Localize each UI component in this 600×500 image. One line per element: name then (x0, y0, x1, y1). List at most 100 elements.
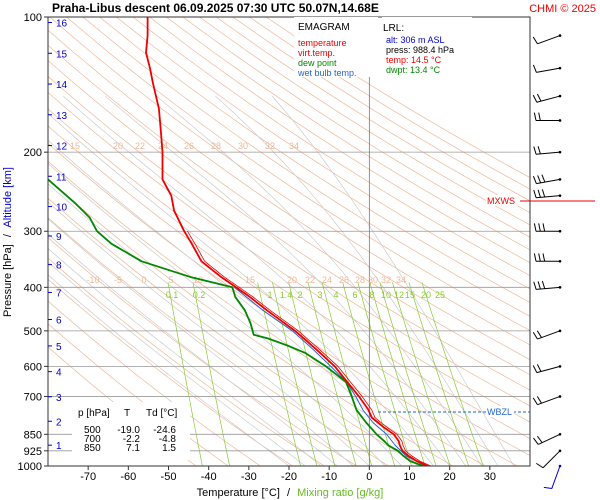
altitude-tick-label: 16 (56, 19, 68, 30)
wind-barb (541, 174, 546, 183)
mixing-ratio-line (392, 282, 451, 466)
altitude-tick-label: 13 (56, 111, 68, 122)
wind-barb (537, 189, 541, 198)
moist-adiabat-line (48, 247, 322, 466)
dry-adiabat-label: -10 (86, 275, 99, 285)
dry-adiabat-label: 24 (322, 275, 332, 285)
wind-barb (558, 94, 562, 98)
wind-barb (533, 437, 539, 445)
legend-item-temperature: temperature (298, 38, 347, 48)
dry-adiabat-label: 15 (70, 141, 80, 151)
level-table-box (72, 402, 190, 460)
wind-barb (558, 119, 562, 122)
table-cell-td-500: -24.6 (153, 425, 176, 436)
altitude-tick-label: 10 (56, 203, 68, 214)
y-tick-label: 300 (24, 226, 42, 238)
wind-barb (558, 66, 562, 70)
wind-barb (543, 486, 552, 490)
dry-adiabat-label: 30 (238, 141, 248, 151)
wind-barb (532, 365, 538, 373)
lrl-heading: LRL: (383, 23, 404, 34)
wind-barb (558, 229, 562, 233)
dry-adiabat-label: 26 (339, 275, 349, 285)
wind-barb (551, 465, 561, 489)
mixing-ratio-line (272, 282, 318, 466)
mixing-ratio-label: 15 (405, 290, 415, 300)
wind-barb (537, 330, 561, 340)
dry-adiabat-line (49, 17, 530, 346)
virtual-temperature-line (187, 230, 431, 466)
wind-barb (532, 331, 538, 340)
wind-barb (558, 34, 562, 37)
wind-barb (537, 175, 542, 184)
dry-adiabat-label: 26 (184, 141, 194, 151)
mixing-ratio-label: 25 (435, 290, 445, 300)
mixing-ratio-label: 6 (352, 290, 357, 300)
mixing-ratio-label: 1.4 (280, 290, 293, 300)
wind-barb (537, 281, 541, 290)
y-axis-title-altitude: Altitude [km] (2, 167, 14, 228)
dry-adiabat-label: 20 (287, 275, 297, 285)
mixing-ratio-label: 0.1 (166, 290, 179, 300)
wind-barb (536, 67, 561, 73)
dry-adiabat-line (48, 29, 530, 361)
temperature-line (145, 17, 428, 466)
legend-heading: EMAGRAM (298, 22, 350, 33)
chart-title: Praha-Libus descent 06.09.2025 07:30 UTC… (52, 1, 379, 15)
wind-barb (558, 449, 562, 453)
table-cell-t-700: -2.2 (123, 434, 141, 445)
y-tick-label: 100 (24, 12, 42, 24)
dry-adiabat-line (182, 17, 530, 238)
moist-adiabat-line (48, 201, 370, 466)
wind-barb (558, 286, 562, 289)
dry-adiabat-label: 5 (168, 275, 173, 285)
dry-adiabat-label: 34 (396, 275, 406, 285)
mixing-ratio-line (167, 282, 203, 466)
table-cell-p-700: 700 (84, 434, 101, 445)
altitude-tick-label: 12 (56, 142, 68, 153)
wind-barb (541, 189, 546, 198)
wbzl-label-bg (486, 406, 514, 417)
wind-barb (533, 253, 537, 262)
dewpoint-line (48, 178, 424, 466)
wind-barb (558, 365, 562, 368)
mixing-ratio-line (357, 282, 412, 466)
y-tick-label: 500 (24, 326, 42, 338)
wetbulb-line (234, 286, 426, 466)
wind-barb (532, 36, 538, 45)
moist-adiabat-line (48, 162, 402, 466)
altitude-tick-label: 9 (56, 232, 62, 243)
mxws-label-bg (486, 195, 518, 206)
moist-adiabat-line (215, 95, 499, 466)
wbzl-label: WBZL (487, 407, 512, 417)
wind-barb (558, 178, 562, 181)
mixing-ratio-line (379, 282, 437, 466)
mixing-ratio-label: 12 (394, 290, 404, 300)
x-tick-label: -30 (241, 471, 257, 483)
wind-barb (558, 150, 562, 154)
y-axis-title: Pressure [hPa] / Altitude [km] (2, 167, 14, 317)
x-tick-label: -20 (281, 471, 297, 483)
wind-barb (538, 112, 541, 121)
wind-barb (533, 223, 537, 232)
mixing-ratio-line (421, 282, 484, 466)
lrl-pressure: press: 988.4 hPa (386, 45, 454, 55)
altitude-tick-label: 7 (56, 288, 62, 299)
y-axis-title-sep: / (2, 233, 14, 237)
x-tick-label: 20 (444, 471, 456, 483)
x-tick-label: 30 (484, 471, 496, 483)
moist-adiabat-line (104, 95, 466, 466)
altitude-tick-label: 14 (56, 80, 68, 91)
moist-adiabat-line (48, 261, 306, 466)
altitude-tick-label: 5 (56, 342, 62, 353)
table-cell-td-850: 1.5 (162, 443, 176, 454)
dry-adiabat-label: 10 (193, 275, 203, 285)
wind-barb (542, 223, 546, 232)
altitude-tick-label: 2 (56, 417, 62, 428)
mixing-ratio-line (192, 282, 230, 466)
table-header-t: T (124, 408, 130, 419)
table-cell-p-850: 850 (84, 443, 101, 454)
wind-barb (532, 175, 537, 184)
legend-item-wet-bulb: wet bulb temp. (297, 68, 357, 78)
wind-barb (533, 189, 537, 198)
